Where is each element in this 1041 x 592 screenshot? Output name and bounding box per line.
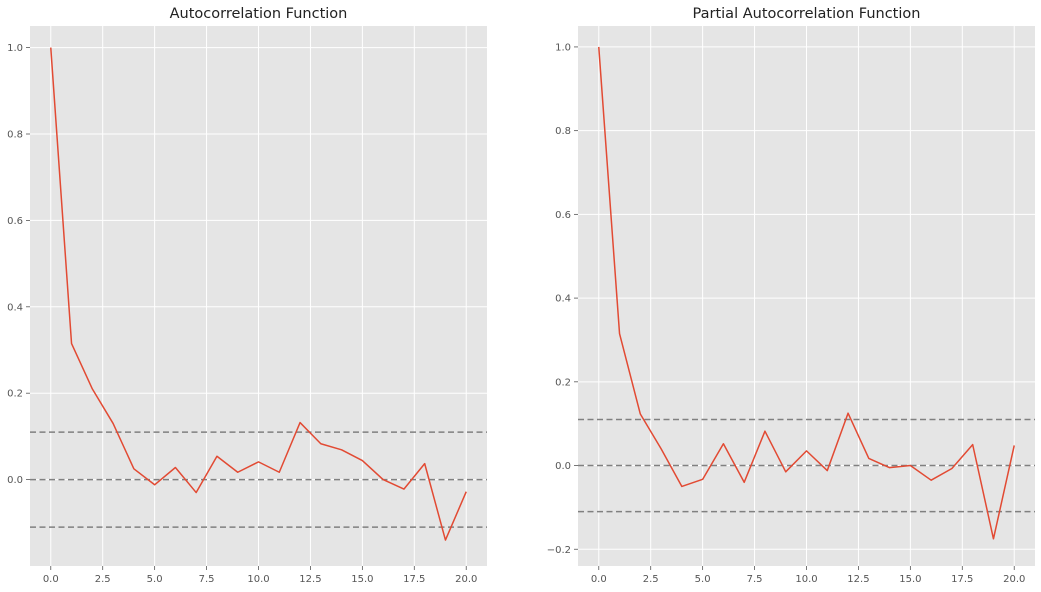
pacf-y-tick-label-6: 1.0 bbox=[555, 42, 571, 53]
acf-y-tick-label-0: 0.0 bbox=[7, 475, 23, 486]
pacf-x-tick-label-5: 12.5 bbox=[847, 574, 869, 585]
acf-x-tick-label-6: 15.0 bbox=[351, 574, 373, 585]
acf-x-tick-label-0: 0.0 bbox=[43, 574, 59, 585]
pacf-grid bbox=[578, 26, 1035, 566]
pacf-x-tick-label-4: 10.0 bbox=[795, 574, 817, 585]
pacf-x-tick-label-1: 2.5 bbox=[643, 574, 659, 585]
pacf-y-tick-label-0: −0.2 bbox=[547, 545, 571, 556]
pacf-series bbox=[598, 46, 1015, 540]
acf-x-tick-label-1: 2.5 bbox=[95, 574, 111, 585]
acf-y-tick-label-3: 0.6 bbox=[7, 216, 23, 227]
pacf-x-tick-label-7: 17.5 bbox=[951, 574, 973, 585]
pacf-y-tick-label-3: 0.4 bbox=[555, 294, 571, 305]
acf-y-tick-label-2: 0.4 bbox=[7, 302, 23, 313]
pacf-x-tick-label-2: 5.0 bbox=[695, 574, 711, 585]
acf-panel: Autocorrelation Function 0.0 2.5 5.0 7.5 10.… bbox=[7, 6, 487, 585]
pacf-title: Partial Autocorrelation Function bbox=[693, 6, 921, 22]
pacf-ticks: 0.0 2.5 5.0 7.5 10.0 12.5 15.0 17.5 20.0 −0.2 0.0 0… bbox=[547, 42, 1026, 585]
pacf-x-tick-label-0: 0.0 bbox=[591, 574, 607, 585]
acf-x-tick-label-8: 20.0 bbox=[455, 574, 477, 585]
pacf-panel: Partial Autocorrelation Function 0.0 2.5 5… bbox=[547, 6, 1035, 585]
acf-ticks: 0.0 2.5 5.0 7.5 10.0 12.5 15.0 17.5 20.0 0.0 0.2 0.… bbox=[7, 43, 477, 585]
pacf-y-tick-label-2: 0.2 bbox=[555, 377, 571, 388]
acf-y-tick-label-4: 0.8 bbox=[7, 130, 23, 141]
acf-x-tick-label-2: 5.0 bbox=[147, 574, 163, 585]
pacf-x-tick-label-6: 15.0 bbox=[899, 574, 921, 585]
pacf-x-tick-label-8: 20.0 bbox=[1003, 574, 1025, 585]
acf-x-tick-label-4: 10.0 bbox=[247, 574, 269, 585]
acf-y-tick-label-5: 1.0 bbox=[7, 43, 23, 54]
acf-x-tick-label-5: 12.5 bbox=[299, 574, 321, 585]
pacf-y-tick-label-1: 0.0 bbox=[555, 461, 571, 472]
pacf-reference-lines bbox=[578, 418, 1035, 513]
acf-y-tick-label-1: 0.2 bbox=[7, 389, 23, 400]
acf-title: Autocorrelation Function bbox=[170, 6, 348, 22]
acf-x-tick-label-3: 7.5 bbox=[199, 574, 215, 585]
acf-series-line-0 bbox=[50, 47, 467, 541]
pacf-series-line-0 bbox=[598, 46, 1015, 540]
pacf-y-tick-label-4: 0.6 bbox=[555, 210, 571, 221]
pacf-y-tick-label-5: 0.8 bbox=[555, 126, 571, 137]
pacf-x-tick-label-3: 7.5 bbox=[747, 574, 763, 585]
acf-series bbox=[50, 47, 467, 541]
acf-x-tick-label-7: 17.5 bbox=[403, 574, 425, 585]
